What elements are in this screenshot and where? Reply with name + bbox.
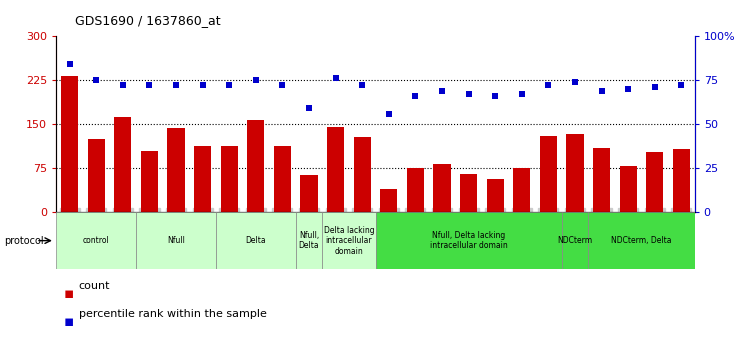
- Bar: [136, 212, 216, 269]
- Bar: [540, 136, 557, 212]
- Point: [143, 83, 155, 88]
- Point: [542, 83, 554, 88]
- Bar: [167, 128, 185, 212]
- Point: [436, 88, 448, 93]
- Text: protocol: protocol: [4, 236, 44, 246]
- Point: [409, 93, 421, 99]
- Point: [197, 83, 209, 88]
- Bar: [300, 175, 318, 212]
- Bar: [620, 166, 637, 212]
- Point: [356, 83, 368, 88]
- Text: Delta lacking
intracellular
domain: Delta lacking intracellular domain: [324, 226, 374, 256]
- Point: [64, 62, 76, 67]
- Point: [596, 88, 608, 93]
- Bar: [327, 127, 344, 212]
- Bar: [274, 146, 291, 212]
- Bar: [216, 212, 296, 269]
- Point: [516, 91, 528, 97]
- Bar: [354, 137, 371, 212]
- Bar: [487, 179, 504, 212]
- Text: Nfull,
Delta: Nfull, Delta: [299, 231, 319, 250]
- Bar: [296, 212, 322, 269]
- Point: [276, 83, 288, 88]
- Bar: [61, 76, 78, 212]
- Point: [330, 76, 342, 81]
- Point: [463, 91, 475, 97]
- Bar: [322, 212, 376, 269]
- Point: [117, 83, 129, 88]
- Bar: [56, 212, 136, 269]
- Bar: [247, 120, 264, 212]
- Bar: [88, 139, 105, 212]
- Point: [489, 93, 501, 99]
- Bar: [194, 146, 211, 212]
- Text: Nfull: Nfull: [167, 236, 185, 245]
- Bar: [562, 212, 588, 269]
- Bar: [646, 152, 663, 212]
- Point: [303, 106, 315, 111]
- Bar: [407, 168, 424, 212]
- Text: ▪: ▪: [64, 286, 74, 301]
- Bar: [513, 168, 530, 212]
- Point: [675, 83, 687, 88]
- Point: [250, 77, 262, 83]
- Text: NDCterm, Delta: NDCterm, Delta: [611, 236, 671, 245]
- Bar: [588, 212, 695, 269]
- Text: GDS1690 / 1637860_at: GDS1690 / 1637860_at: [75, 14, 221, 27]
- Text: control: control: [83, 236, 110, 245]
- Bar: [566, 134, 584, 212]
- Text: Nfull, Delta lacking
intracellular domain: Nfull, Delta lacking intracellular domai…: [430, 231, 508, 250]
- Point: [170, 83, 182, 88]
- Point: [622, 86, 634, 92]
- Bar: [140, 150, 158, 212]
- Point: [383, 111, 395, 116]
- Point: [649, 85, 661, 90]
- Text: ▪: ▪: [64, 314, 74, 329]
- Bar: [380, 189, 397, 212]
- Bar: [433, 164, 451, 212]
- Text: count: count: [79, 281, 110, 291]
- Text: Delta: Delta: [246, 236, 266, 245]
- Point: [569, 79, 581, 85]
- Bar: [114, 117, 131, 212]
- Point: [90, 77, 102, 83]
- Point: [223, 83, 235, 88]
- Text: NDCterm: NDCterm: [557, 236, 593, 245]
- Bar: [673, 149, 690, 212]
- Text: percentile rank within the sample: percentile rank within the sample: [79, 309, 267, 319]
- Bar: [593, 148, 611, 212]
- Bar: [376, 212, 562, 269]
- Bar: [460, 174, 477, 212]
- Bar: [221, 146, 238, 212]
